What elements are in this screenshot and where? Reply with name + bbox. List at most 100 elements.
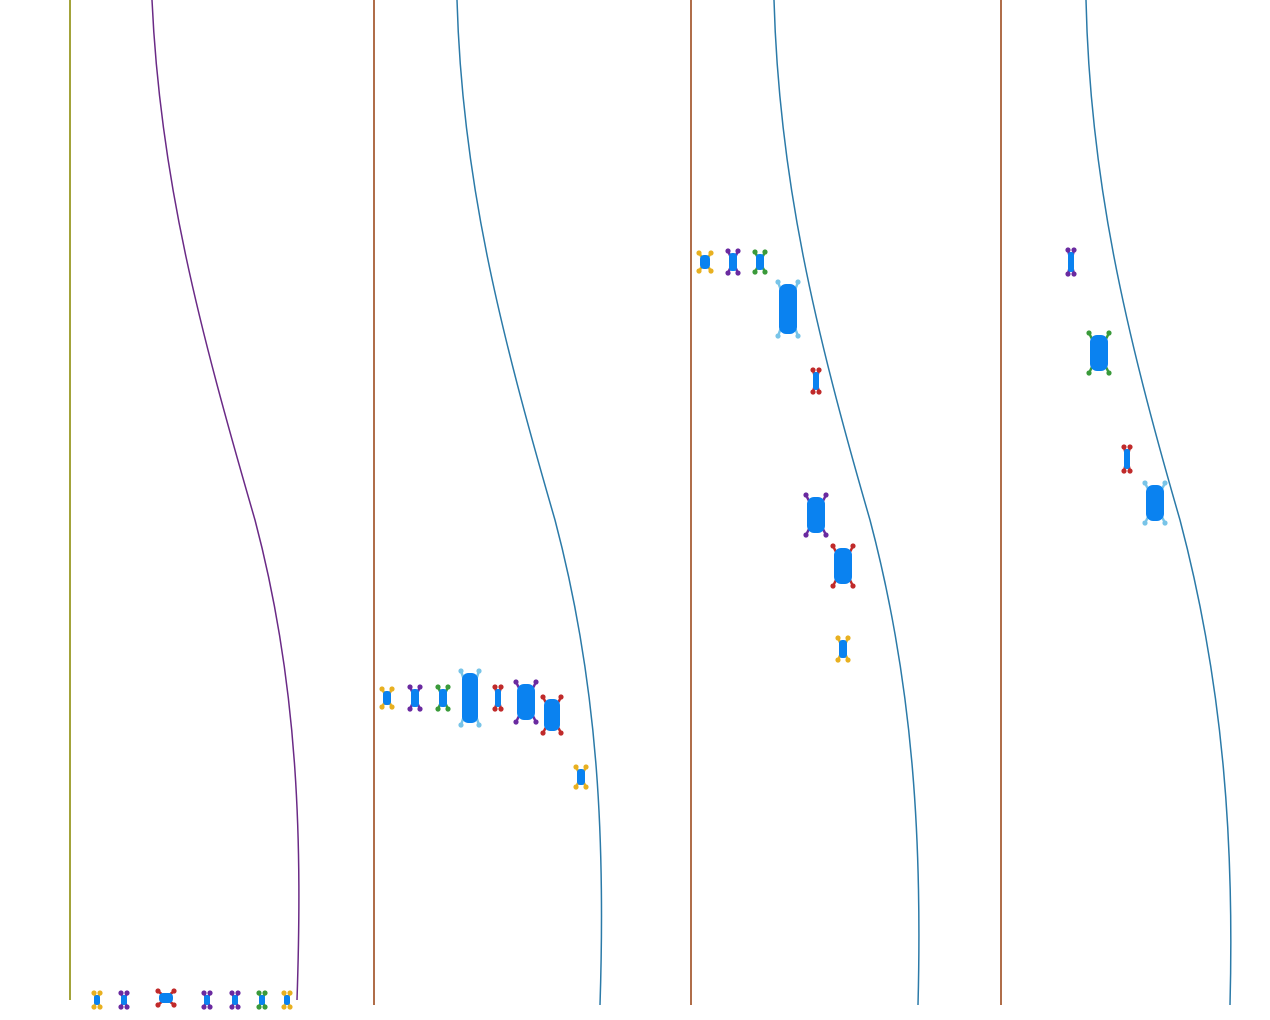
node-handle[interactable] [201,990,207,996]
node-handle[interactable] [1065,247,1071,253]
node-handle[interactable] [1071,247,1077,253]
node-handle[interactable] [262,1004,268,1010]
node-handle[interactable] [725,248,731,254]
node-handle[interactable] [124,990,130,996]
node-handle[interactable] [810,367,816,373]
node-handle[interactable] [775,279,781,285]
node-handle[interactable] [850,543,856,549]
node-handle[interactable] [830,583,836,589]
node-handle[interactable] [91,1004,97,1010]
node-handle[interactable] [533,719,539,725]
node-handle[interactable] [256,990,262,996]
node-handle[interactable] [201,1004,207,1010]
node-handle[interactable] [1121,444,1127,450]
node[interactable] [118,990,130,1010]
node[interactable] [229,990,241,1010]
node[interactable] [91,990,103,1010]
node-handle[interactable] [513,719,519,725]
node-handle[interactable] [118,990,124,996]
node-handle[interactable] [379,686,385,692]
node-handle[interactable] [810,389,816,395]
node-handle[interactable] [708,250,714,256]
node-handle[interactable] [492,706,498,712]
node-handle[interactable] [513,679,519,685]
node-handle[interactable] [1071,271,1077,277]
node-handle[interactable] [207,1004,213,1010]
node-handle[interactable] [752,269,758,275]
node-handle[interactable] [379,704,385,710]
node-handle[interactable] [281,990,287,996]
node-handle[interactable] [762,269,768,275]
node[interactable] [379,686,395,710]
node-handle[interactable] [498,706,504,712]
node-handle[interactable] [573,784,579,790]
node-handle[interactable] [1086,370,1092,376]
node-handle[interactable] [1162,520,1168,526]
node-handle[interactable] [558,730,564,736]
node-handle[interactable] [1121,468,1127,474]
node[interactable] [810,367,822,395]
node-handle[interactable] [171,1002,177,1008]
node[interactable] [1065,247,1077,277]
node-handle[interactable] [155,1002,161,1008]
node[interactable] [830,543,856,589]
node-handle[interactable] [803,492,809,498]
node[interactable] [573,764,589,790]
node-handle[interactable] [583,784,589,790]
node-handle[interactable] [91,990,97,996]
node-handle[interactable] [235,990,241,996]
node[interactable] [775,279,801,339]
node-handle[interactable] [775,333,781,339]
node-handle[interactable] [118,1004,124,1010]
node-handle[interactable] [1162,480,1168,486]
node-handle[interactable] [155,988,161,994]
node-handle[interactable] [445,684,451,690]
node[interactable] [435,684,451,712]
node[interactable] [803,492,829,538]
node-handle[interactable] [407,684,413,690]
node-handle[interactable] [229,1004,235,1010]
node-handle[interactable] [735,270,741,276]
node-handle[interactable] [816,389,822,395]
node-handle[interactable] [795,333,801,339]
node[interactable] [1086,330,1112,376]
node[interactable] [492,684,504,712]
node[interactable] [281,990,293,1010]
node-handle[interactable] [435,684,441,690]
node-handle[interactable] [823,492,829,498]
node[interactable] [513,679,539,725]
node-handle[interactable] [124,1004,130,1010]
node-handle[interactable] [540,694,546,700]
node-handle[interactable] [207,990,213,996]
node-handle[interactable] [1127,468,1133,474]
node-handle[interactable] [850,583,856,589]
node-handle[interactable] [752,249,758,255]
node-handle[interactable] [845,635,851,641]
node[interactable] [725,248,741,276]
node-handle[interactable] [229,990,235,996]
node-handle[interactable] [389,704,395,710]
node-handle[interactable] [458,668,464,674]
node[interactable] [407,684,423,712]
node-handle[interactable] [1142,520,1148,526]
node[interactable] [256,990,268,1010]
node-handle[interactable] [458,722,464,728]
node[interactable] [1121,444,1133,474]
node-handle[interactable] [696,250,702,256]
node-handle[interactable] [235,1004,241,1010]
node-handle[interactable] [1106,330,1112,336]
node-handle[interactable] [287,990,293,996]
node-handle[interactable] [1106,370,1112,376]
node-handle[interactable] [533,679,539,685]
node-handle[interactable] [573,764,579,770]
node[interactable] [540,694,564,736]
node-handle[interactable] [558,694,564,700]
node-handle[interactable] [97,1004,103,1010]
node-handle[interactable] [256,1004,262,1010]
node[interactable] [696,250,714,274]
node-handle[interactable] [476,722,482,728]
node-handle[interactable] [262,990,268,996]
node-handle[interactable] [845,657,851,663]
node-handle[interactable] [762,249,768,255]
node-handle[interactable] [735,248,741,254]
